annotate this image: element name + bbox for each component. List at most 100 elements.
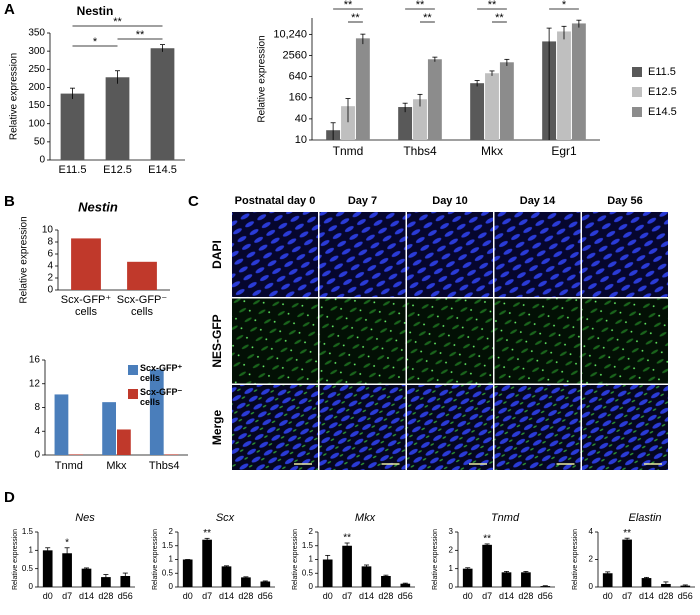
y-axis-label: Relative expression: [292, 529, 299, 590]
x-tick-label: d28: [238, 591, 254, 601]
bar: [81, 568, 92, 587]
bar: [42, 550, 53, 587]
legend-swatch: [632, 87, 642, 97]
bar: [202, 539, 212, 587]
y-tick-label: 640: [289, 71, 307, 83]
y-tick-label: 300: [28, 46, 45, 57]
row-label: Merge: [210, 410, 224, 446]
micrograph: [494, 385, 581, 470]
row-label: NES-GFP: [210, 314, 224, 367]
micrograph: [582, 385, 668, 470]
x-tick-label: d7: [482, 591, 493, 601]
y-tick-label: 6: [47, 249, 53, 260]
x-tick-label: d14: [498, 591, 514, 601]
significance-label: *: [93, 36, 98, 48]
significance-label: **: [113, 16, 122, 28]
y-axis-label: Relative expression: [152, 529, 159, 590]
y-axis-label: Relative expression: [19, 216, 30, 303]
chart-title: Nestin: [77, 4, 114, 18]
micrograph: [232, 212, 318, 297]
chart-title: Mkx: [355, 512, 376, 524]
bar: [641, 578, 652, 587]
x-tick-label: d56: [257, 591, 273, 601]
y-tick-label: 4: [47, 261, 53, 272]
y-tick-label: 0: [34, 450, 40, 461]
y-tick-label: 200: [28, 82, 45, 93]
chart-title: Scx: [216, 512, 235, 524]
significance-label: **: [495, 12, 504, 24]
legend-swatch: [128, 389, 138, 399]
bar: [400, 583, 411, 587]
x-tick-label: Thbs4: [403, 144, 437, 158]
bar: [117, 429, 131, 455]
chart-title: Nes: [75, 512, 95, 524]
bar: [413, 99, 427, 140]
x-tick-label: E12.5: [103, 164, 132, 176]
bar: [501, 572, 512, 587]
y-tick-label: 2560: [283, 49, 307, 61]
y-tick-label: 0: [309, 582, 314, 591]
x-tick-label: d56: [677, 591, 693, 601]
micrograph: [232, 298, 318, 384]
x-tick-label: d0: [42, 591, 53, 601]
significance-label: **: [483, 534, 491, 545]
x-tick-label: d28: [98, 591, 114, 601]
y-tick-label: 10,240: [273, 28, 307, 40]
x-tick-label: d14: [218, 591, 234, 601]
y-tick-label: 1: [449, 564, 454, 573]
y-tick-label: 2: [169, 527, 174, 536]
y-tick-label: 4: [34, 426, 40, 437]
bar: [149, 369, 164, 455]
x-tick-label: Mkx: [106, 460, 127, 472]
y-tick-label: 1: [29, 545, 34, 554]
x-tick-label: d0: [602, 591, 613, 601]
bar: [150, 48, 175, 160]
y-tick-label: 50: [34, 136, 46, 147]
x-tick-label: d0: [182, 591, 193, 601]
x-tick-label: Mkx: [481, 144, 503, 158]
column-header: Day 7: [348, 195, 377, 207]
bar: [71, 238, 101, 290]
bar: [482, 544, 492, 587]
y-tick-label: 1.5: [162, 541, 174, 550]
y-tick-label: 2: [47, 273, 53, 284]
y-tick-label: 150: [28, 100, 45, 111]
significance-label: **: [623, 528, 631, 539]
x-tick-label: E14.5: [148, 164, 177, 176]
bar: [398, 107, 413, 140]
y-tick-label: 3: [449, 527, 454, 536]
y-tick-label: 160: [289, 92, 307, 104]
x-tick-label: Scx-GFP⁻ cells: [116, 294, 168, 319]
chart-title: Nestin: [78, 199, 118, 214]
bar: [54, 394, 69, 455]
bar: [102, 402, 116, 455]
y-tick-label: 0: [39, 155, 45, 166]
micrograph: [407, 385, 493, 470]
significance-label: **: [343, 533, 351, 544]
column-header: Day 14: [520, 195, 556, 207]
panel-label: D: [4, 489, 15, 506]
column-header: Day 10: [432, 195, 467, 207]
bar: [241, 577, 251, 587]
panel-label: C: [188, 193, 199, 210]
significance-label: *: [562, 0, 567, 11]
bar: [462, 568, 473, 587]
micrograph: [319, 385, 406, 470]
bar: [381, 576, 391, 587]
y-tick-label: 0: [449, 582, 454, 591]
bar: [571, 23, 586, 140]
significance-label: **: [488, 0, 497, 11]
x-tick-label: d28: [518, 591, 534, 601]
x-tick-label: d28: [658, 591, 674, 601]
bar: [540, 586, 551, 587]
bar: [127, 261, 157, 290]
x-tick-label: d7: [202, 591, 213, 601]
y-axis-label: Relative expression: [9, 53, 20, 140]
legend-label: E11.5: [648, 66, 676, 78]
x-tick-label: d0: [322, 591, 333, 601]
bar: [221, 566, 232, 587]
micrograph: [407, 212, 493, 297]
x-tick-label: Thbs4: [148, 460, 180, 472]
y-axis-label: Relative expression: [572, 529, 579, 590]
